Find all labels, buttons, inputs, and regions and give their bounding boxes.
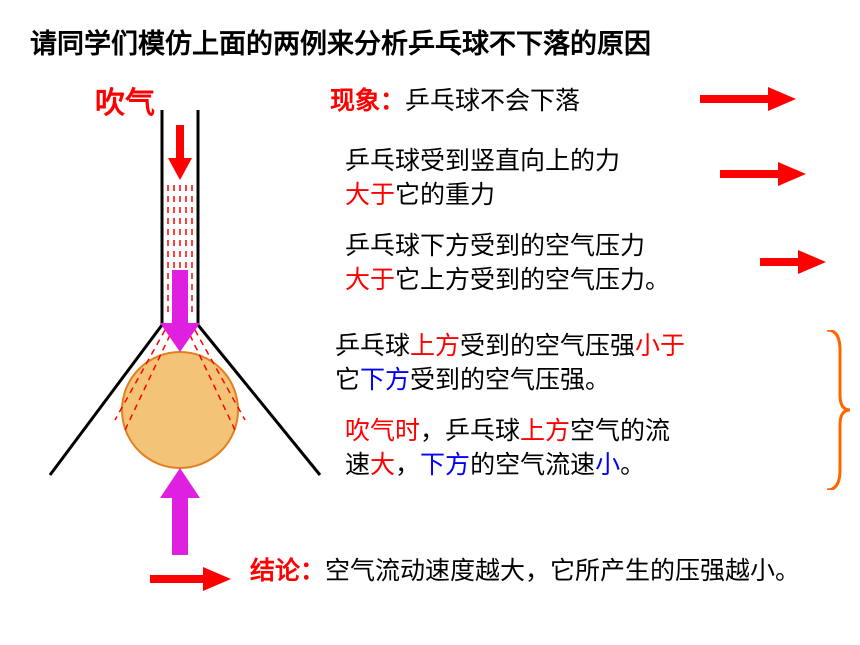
diagram-svg [20, 80, 350, 560]
pressure-force-line: 乒乓球下方受到的空气压力 大于它上方受到的空气压力。 [345, 230, 670, 298]
l5t5: 。 [620, 451, 645, 479]
l4t1: 乒乓球 [335, 332, 410, 360]
line2-pre: 乒乓球受到竖直向上的力 [345, 147, 620, 175]
l4b1: 下方 [360, 366, 410, 394]
arrow1-shaft [700, 95, 770, 103]
line3-post: 它上方受到的空气压力。 [395, 266, 670, 294]
arrow-conclusion-head [203, 567, 231, 591]
conclusion-text: 空气流动速度越大，它所产生的压强越小。 [325, 557, 800, 585]
magenta-arrow-down [160, 270, 200, 352]
force-line: 乒乓球受到竖直向上的力 大于它的重力 [345, 145, 620, 213]
pressure-line: 乒乓球上方受到的空气压强小于 它下方受到的空气压强。 [335, 330, 685, 398]
l4t2: 受到的空气压强 [460, 332, 635, 360]
magenta-arrow-up [160, 468, 200, 555]
velocity-line: 吹气时，乒乓球上方空气的流速大，下方的空气流速小。 [345, 415, 670, 483]
l5r2: 上方 [520, 417, 570, 445]
l4r1: 上方 [410, 332, 460, 360]
l5r1: 吹气时 [345, 417, 420, 445]
arrow2-shaft [720, 170, 780, 178]
conclusion-label: 结论： [250, 557, 325, 585]
phenomenon-text: 乒乓球不会下落 [405, 87, 580, 115]
page-title: 请同学们模仿上面的两例来分析乒乓球不下落的原因 [30, 22, 651, 61]
blow-arrow-down [168, 125, 192, 180]
arrow2-head [778, 162, 806, 186]
l5b1: 下方 [420, 451, 470, 479]
arrow1-head [768, 87, 796, 111]
line2-red: 大于 [345, 181, 395, 209]
line3-pre: 乒乓球下方受到的空气压力 [345, 232, 645, 260]
ping-pong-ball [122, 352, 238, 468]
l4t4: 受到的空气压强。 [410, 366, 610, 394]
l5t1: ，乒乓球 [420, 417, 520, 445]
l5t3: ， [395, 451, 420, 479]
line3-red: 大于 [345, 266, 395, 294]
funnel-diagram [20, 80, 350, 560]
l4r2: 小于 [635, 332, 685, 360]
l5t2b: 速 [345, 451, 370, 479]
conclusion-line: 结论：空气流动速度越大，它所产生的压强越小。 [250, 555, 810, 589]
phenomenon-label: 现象： [330, 87, 405, 115]
l5t2: 空气的流 [570, 417, 670, 445]
arrow3-shaft [760, 258, 800, 266]
l5t4: 的空气流速 [470, 451, 595, 479]
arrow-conclusion-shaft [150, 575, 205, 583]
l5r3: 大 [370, 451, 395, 479]
brace-icon [822, 330, 852, 490]
l4t3: 它 [335, 366, 360, 394]
arrow3-head [798, 250, 826, 274]
phenomenon-line: 现象：乒乓球不会下落 [330, 85, 580, 119]
l5b2: 小 [595, 451, 620, 479]
line2-post: 它的重力 [395, 181, 495, 209]
